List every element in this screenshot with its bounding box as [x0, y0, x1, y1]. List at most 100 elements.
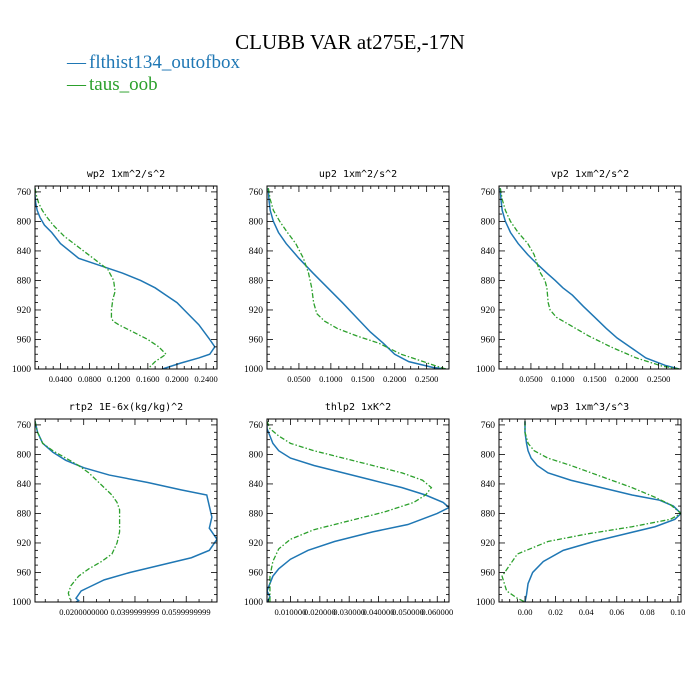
- plot-frame: [266, 185, 450, 370]
- x-tick-label: 0.2000: [383, 374, 406, 384]
- x-tick-label: 0.050000: [392, 607, 424, 617]
- y-tick-label: 960: [17, 335, 32, 345]
- x-tick-label: 0.1000: [319, 374, 342, 384]
- x-tick-label: 0.2000: [615, 374, 638, 384]
- x-tick-label: 0.0200000000: [59, 607, 108, 617]
- y-tick-label: 960: [249, 568, 264, 578]
- x-tick-label: 0.060000: [421, 607, 453, 617]
- x-tick-label: 0.020000: [304, 607, 336, 617]
- y-tick-label: 880: [249, 509, 264, 519]
- y-tick-label: 840: [17, 480, 32, 490]
- y-tick-label: 960: [481, 568, 496, 578]
- y-tick-label: 1000: [12, 365, 31, 375]
- x-tick-label: 0.0399999999: [111, 607, 160, 617]
- x-tick-label: 0.1600: [136, 374, 159, 384]
- x-tick-label: 0.2500: [647, 374, 670, 384]
- y-tick-label: 880: [17, 276, 32, 286]
- series-line-2: [35, 421, 121, 602]
- x-tick-label: 0.040000: [363, 607, 395, 617]
- y-tick-label: 840: [481, 247, 496, 257]
- legend-item-1: — flthist134_outofbox: [66, 52, 240, 73]
- panel-title: wp2 1xm^2/s^2: [87, 169, 165, 180]
- legend: — flthist134_outofbox — taus_oob: [66, 52, 240, 95]
- legend-item-1-line-glyph: —: [66, 52, 87, 73]
- y-tick-label: 1000: [244, 365, 263, 375]
- x-tick-label: 0.0599999999: [162, 607, 211, 617]
- series-line-1: [35, 421, 217, 602]
- x-tick-label: 0.10: [671, 607, 686, 617]
- series-line-1: [267, 421, 449, 602]
- y-tick-label: 800: [249, 217, 264, 227]
- y-tick-label: 960: [17, 568, 32, 578]
- x-tick-label: 0.2400: [194, 374, 217, 384]
- y-tick-label: 1000: [476, 598, 495, 608]
- panel-1: wp2 1xm^2/s^2 760 800 840 880 920 960 1000 0.040…: [12, 169, 218, 384]
- y-tick-label: 880: [481, 509, 496, 519]
- y-tick-label: 1000: [12, 598, 31, 608]
- y-tick-label: 920: [481, 539, 496, 549]
- x-tick-label: 0.0500: [287, 374, 310, 384]
- series-line-1: [524, 421, 681, 602]
- figure-title: CLUBB VAR at275E,-17N: [235, 30, 465, 54]
- series-line-2: [35, 188, 168, 369]
- panel-title: vp2 1xm^2/s^2: [551, 169, 629, 180]
- y-tick-label: 800: [249, 450, 264, 460]
- y-tick-label: 760: [249, 188, 264, 198]
- x-tick-label: 0.2500: [415, 374, 438, 384]
- y-tick-label: 1000: [244, 598, 263, 608]
- series-line-2: [501, 421, 681, 602]
- plot-frame: [34, 418, 218, 603]
- y-tick-label: 880: [249, 276, 264, 286]
- x-tick-label: 0.06: [609, 607, 624, 617]
- legend-item-1-label: flthist134_outofbox: [89, 52, 240, 73]
- y-tick-label: 760: [481, 421, 496, 431]
- legend-item-2-label: taus_oob: [89, 74, 158, 95]
- series-line-2: [267, 188, 447, 369]
- x-tick-label: 0.030000: [333, 607, 365, 617]
- y-tick-label: 760: [249, 421, 264, 431]
- x-tick-label: 0.08: [640, 607, 655, 617]
- panel-title: rtp2 1E-6x(kg/kg)^2: [69, 402, 183, 413]
- plot-frame: [266, 418, 450, 603]
- x-tick-label: 0.04: [579, 607, 595, 617]
- series-line-1: [35, 188, 216, 369]
- y-tick-label: 840: [17, 247, 32, 257]
- y-tick-label: 880: [481, 276, 496, 286]
- y-tick-label: 920: [17, 539, 32, 549]
- y-tick-label: 800: [481, 217, 496, 227]
- panel-2: up2 1xm^2/s^2 760 800 840 880 920 960 1000 0.050…: [244, 169, 450, 384]
- series-line-1: [499, 188, 680, 369]
- plot-frame: [34, 185, 218, 370]
- y-tick-label: 960: [249, 335, 264, 345]
- y-tick-label: 1000: [476, 365, 495, 375]
- y-tick-label: 760: [481, 188, 496, 198]
- y-tick-label: 800: [481, 450, 496, 460]
- x-tick-label: 0.00: [518, 607, 533, 617]
- legend-item-2: — taus_oob: [66, 74, 158, 95]
- panel-5: thlp2 1xK^2 760 800 840 880 920 960 1000 0.01000…: [244, 402, 453, 617]
- y-tick-label: 760: [17, 421, 32, 431]
- y-tick-label: 960: [481, 335, 496, 345]
- legend-item-2-line-glyph: —: [66, 74, 87, 95]
- panel-4: rtp2 1E-6x(kg/kg)^2 760 800 840 880 920 960 100…: [12, 402, 218, 617]
- y-tick-label: 920: [481, 306, 496, 316]
- x-tick-label: 0.1000: [551, 374, 574, 384]
- x-tick-label: 0.1500: [583, 374, 606, 384]
- y-tick-label: 920: [17, 306, 32, 316]
- panel-6: wp3 1xm^3/s^3 760 800 840 880 920 960 1000 0.00 0…: [476, 402, 685, 617]
- y-tick-label: 880: [17, 509, 32, 519]
- series-line-1: [267, 188, 446, 369]
- series-line-2: [499, 188, 680, 369]
- x-tick-label: 0.1500: [351, 374, 374, 384]
- y-tick-label: 800: [17, 450, 32, 460]
- y-tick-label: 920: [249, 306, 264, 316]
- x-tick-label: 0.0400: [49, 374, 72, 384]
- x-tick-label: 0.010000: [275, 607, 307, 617]
- y-tick-label: 840: [481, 480, 496, 490]
- x-tick-label: 0.1200: [107, 374, 130, 384]
- panel-3: vp2 1xm^2/s^2 760 800 840 880 920 960 1000 0.050…: [476, 169, 682, 384]
- x-tick-label: 0.02: [548, 607, 563, 617]
- x-tick-label: 0.0800: [78, 374, 101, 384]
- panel-title: wp3 1xm^3/s^3: [551, 402, 629, 413]
